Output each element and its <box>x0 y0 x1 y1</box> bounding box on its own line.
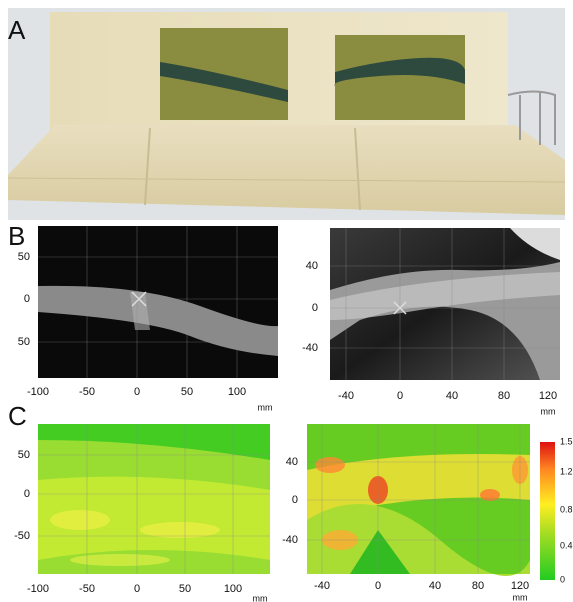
axis-unit: mm <box>541 406 556 416</box>
colorbar-label: 0.4 <box>560 540 573 550</box>
y-tick-label: 0 <box>24 293 30 305</box>
y-tick-label: -40 <box>282 534 298 546</box>
colorbar-label: 0.8 <box>560 504 573 514</box>
x-tick-label: 50 <box>179 583 191 595</box>
y-tick-label: 0 <box>24 488 30 500</box>
x-tick-label: -50 <box>79 583 95 595</box>
axis-labels: -100 -50 0 50 100 50 0 50 mm -40 0 40 80 120 40 0 -40 mm -… <box>14 251 572 602</box>
axis-unit: mm <box>258 402 273 412</box>
panel-letter: C <box>8 401 27 431</box>
y-tick-label: -40 <box>302 342 318 354</box>
cross-marker <box>393 301 407 315</box>
x-tick-label: -100 <box>27 386 49 398</box>
x-tick-label: 100 <box>224 583 242 595</box>
x-tick-label: -50 <box>79 386 95 398</box>
x-tick-label: 40 <box>446 390 458 402</box>
grid <box>38 424 270 574</box>
cross-marker <box>131 291 147 307</box>
y-tick-label: 50 <box>18 336 30 348</box>
grid <box>330 228 560 380</box>
y-tick-label: 40 <box>306 260 318 272</box>
x-tick-label: 120 <box>539 390 557 402</box>
x-tick-label: 120 <box>511 580 529 592</box>
x-tick-label: -40 <box>314 580 330 592</box>
y-tick-label: 0 <box>292 494 298 506</box>
y-tick-label: 0 <box>312 302 318 314</box>
grid <box>38 226 278 378</box>
y-tick-label: -50 <box>14 530 30 542</box>
colorbar-label: 1.5 <box>560 436 573 446</box>
x-tick-label: 50 <box>181 386 193 398</box>
panel-letter: B <box>8 221 25 251</box>
x-tick-label: 0 <box>134 386 140 398</box>
strain-map-left <box>38 424 270 574</box>
x-tick-label: 0 <box>397 390 403 402</box>
grid <box>307 424 530 574</box>
photo <box>7 8 566 220</box>
axis-unit: mm <box>513 592 528 602</box>
x-tick-label: 80 <box>472 580 484 592</box>
y-tick-label: 40 <box>286 456 298 468</box>
x-tick-label: -100 <box>27 583 49 595</box>
panel-letter: A <box>8 15 26 45</box>
axis-unit: mm <box>253 593 268 602</box>
x-tick-label: 100 <box>228 386 246 398</box>
x-tick-label: 0 <box>134 583 140 595</box>
x-tick-label: 40 <box>429 580 441 592</box>
x-tick-label: 0 <box>375 580 381 592</box>
colorbar-label: 1.2 <box>560 466 573 476</box>
radiograph-left <box>38 226 278 378</box>
colorbar <box>540 442 555 580</box>
x-tick-label: 80 <box>498 390 510 402</box>
y-tick-label: 50 <box>18 251 30 263</box>
x-tick-label: -40 <box>338 390 354 402</box>
radiograph-right <box>330 228 560 380</box>
colorbar-label: 0 <box>560 574 565 584</box>
y-tick-label: 50 <box>18 449 30 461</box>
